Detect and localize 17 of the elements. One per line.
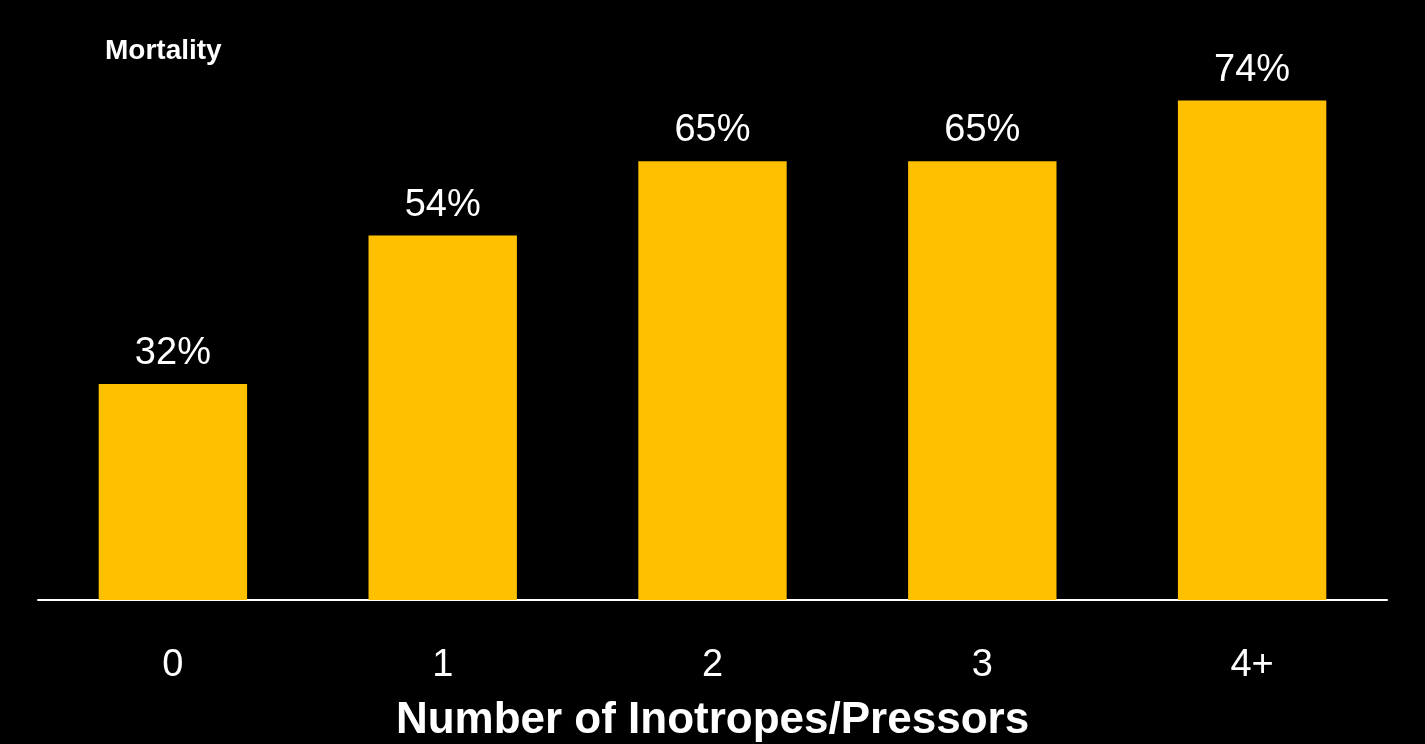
bar (638, 161, 787, 600)
x-tick-label: 0 (162, 642, 184, 684)
bar (368, 235, 517, 600)
x-tick-label: 1 (432, 642, 454, 684)
bar (1177, 100, 1327, 600)
x-axis-title: Number of Inotropes/Pressors (395, 692, 1030, 742)
data-label: 54% (404, 181, 481, 224)
data-label: 74% (1214, 46, 1291, 89)
bar (98, 384, 248, 600)
data-label: 65% (674, 107, 751, 150)
x-tick-label: 3 (971, 642, 993, 684)
data-label: 32% (134, 330, 211, 372)
x-tick-label: 4+ (1230, 642, 1274, 684)
data-label: 65% (944, 107, 1021, 150)
bar (908, 161, 1057, 600)
chart-title: Mortality (105, 33, 223, 65)
x-tick-label: 2 (701, 642, 724, 684)
